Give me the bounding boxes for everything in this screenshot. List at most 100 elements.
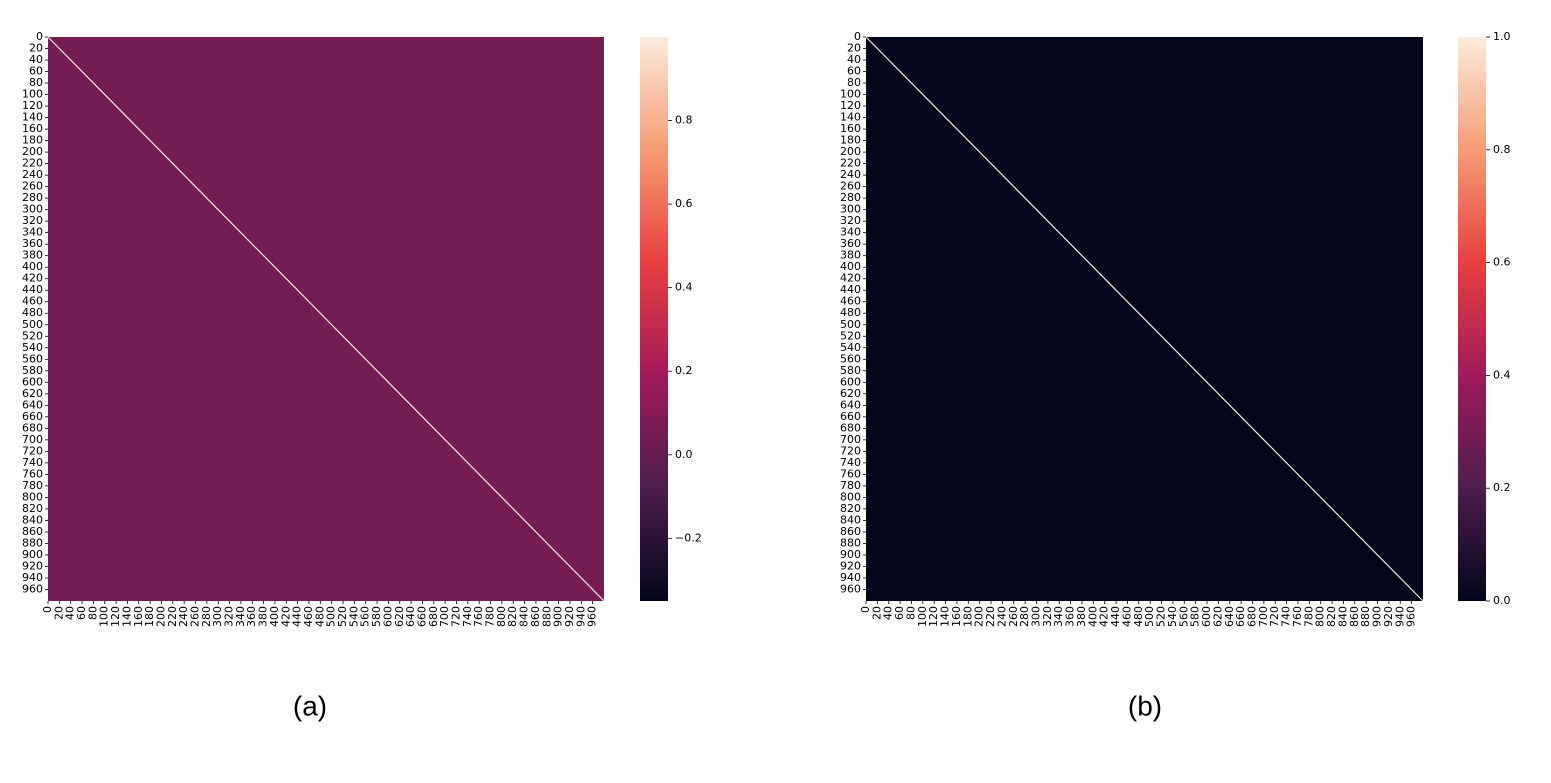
- y-tick-label: 420: [840, 272, 861, 285]
- y-tick-label: 200: [22, 145, 43, 158]
- y-tick-label: 40: [29, 53, 43, 66]
- y-tick-label: 960: [840, 582, 861, 595]
- y-tick-label: 500: [22, 318, 43, 331]
- x-tick-label: 260: [189, 606, 202, 627]
- y-tick-label: 180: [840, 134, 861, 147]
- y-tick-label: 640: [840, 398, 861, 411]
- x-tick-label: 540: [347, 606, 360, 627]
- y-tick-label: 700: [22, 433, 43, 446]
- x-tick-label: 200: [973, 606, 986, 627]
- x-tick-label: 240: [995, 606, 1008, 627]
- y-tick-label: 140: [22, 111, 43, 124]
- x-tick-label: 0: [859, 606, 872, 613]
- y-tick-label: 580: [22, 364, 43, 377]
- x-tick-label: 220: [166, 606, 179, 627]
- y-tick-label: 900: [840, 548, 861, 561]
- y-tick-label: 0: [36, 30, 43, 43]
- y-tick-label: 520: [22, 329, 43, 342]
- x-tick-label: 580: [370, 606, 383, 627]
- x-tick-label: 660: [415, 606, 428, 627]
- x-tick-label: 960: [1405, 606, 1418, 627]
- y-tick-label: 440: [22, 283, 43, 296]
- x-tick-label: 40: [882, 606, 895, 620]
- x-tick-label: 180: [961, 606, 974, 627]
- x-tick-label: 20: [870, 606, 883, 620]
- y-tick-label: 740: [840, 456, 861, 469]
- colorbar-tick-label: 0.4: [675, 281, 693, 294]
- colorbar-tick-label: 0.8: [675, 114, 693, 127]
- colorbar-tick-label: 0.6: [675, 197, 693, 210]
- x-tick-label: 380: [1075, 606, 1088, 627]
- y-tick-label: 260: [22, 180, 43, 193]
- x-tick-label: 960: [586, 606, 599, 627]
- x-tick-label: 600: [381, 606, 394, 627]
- x-tick-label: 280: [200, 606, 213, 627]
- x-tick-label: 740: [461, 606, 474, 627]
- y-tick-label: 300: [840, 203, 861, 216]
- x-tick-label: 160: [950, 606, 963, 627]
- x-tick-label: 140: [120, 606, 133, 627]
- y-tick-label: 480: [840, 306, 861, 319]
- x-tick-label: 820: [1325, 606, 1338, 627]
- x-tick-label: 200: [154, 606, 167, 627]
- x-tick-label: 640: [1223, 606, 1236, 627]
- y-tick-label: 620: [22, 387, 43, 400]
- y-tick-label: 440: [840, 283, 861, 296]
- x-tick-label: 620: [1211, 606, 1224, 627]
- y-tick-label: 140: [840, 111, 861, 124]
- x-tick-label: 340: [1052, 606, 1065, 627]
- y-tick-label: 800: [840, 490, 861, 503]
- colorbar-tick-label: 0.6: [1493, 256, 1511, 269]
- y-tick-label: 720: [22, 444, 43, 457]
- x-tick-label: 320: [223, 606, 236, 627]
- heatmap-diagonal: [47, 36, 605, 602]
- colorbar-tick-label: 1.0: [1493, 30, 1511, 43]
- colorbar: [640, 37, 668, 601]
- x-tick-label: 300: [211, 606, 224, 627]
- x-tick-label: 620: [393, 606, 406, 627]
- x-tick-label: 20: [52, 606, 65, 620]
- y-tick-label: 580: [840, 364, 861, 377]
- x-tick-label: 80: [904, 606, 917, 620]
- y-tick-label: 780: [22, 479, 43, 492]
- y-tick-label: 540: [22, 341, 43, 354]
- x-tick-label: 100: [916, 606, 929, 627]
- y-tick-label: 360: [840, 237, 861, 250]
- colorbar-tick-label: 0.0: [1493, 594, 1511, 607]
- heatmap-diagonal: [865, 36, 1424, 602]
- y-tick-label: 820: [22, 502, 43, 515]
- y-tick-label: 220: [22, 157, 43, 170]
- x-tick-label: 440: [291, 606, 304, 627]
- x-tick-label: 420: [1098, 606, 1111, 627]
- x-tick-label: 400: [1086, 606, 1099, 627]
- y-tick-label: 80: [847, 76, 861, 89]
- y-tick-label: 900: [22, 548, 43, 561]
- y-tick-label: 20: [847, 42, 861, 55]
- y-tick-label: 920: [840, 559, 861, 572]
- x-tick-label: 60: [75, 606, 88, 620]
- y-tick-label: 720: [840, 444, 861, 457]
- caption: (a): [293, 690, 327, 721]
- y-tick-label: 0: [854, 30, 861, 43]
- y-tick-label: 280: [22, 191, 43, 204]
- x-tick-label: 840: [1336, 606, 1349, 627]
- y-tick-label: 940: [22, 571, 43, 584]
- y-tick-label: 660: [840, 410, 861, 423]
- y-tick-label: 560: [840, 352, 861, 365]
- x-tick-label: 460: [302, 606, 315, 627]
- y-tick-label: 920: [22, 559, 43, 572]
- y-tick-label: 400: [22, 260, 43, 273]
- x-tick-label: 660: [1234, 606, 1247, 627]
- x-tick-label: 480: [1132, 606, 1145, 627]
- colorbar: [1458, 37, 1486, 601]
- y-tick-label: 120: [22, 99, 43, 112]
- y-tick-label: 680: [22, 421, 43, 434]
- x-tick-label: 500: [325, 606, 338, 627]
- x-tick-label: 700: [438, 606, 451, 627]
- x-tick-label: 360: [245, 606, 258, 627]
- y-tick-label: 600: [22, 375, 43, 388]
- x-tick-label: 780: [484, 606, 497, 627]
- x-tick-label: 160: [132, 606, 145, 627]
- x-tick-label: 0: [41, 606, 54, 613]
- y-tick-label: 560: [22, 352, 43, 365]
